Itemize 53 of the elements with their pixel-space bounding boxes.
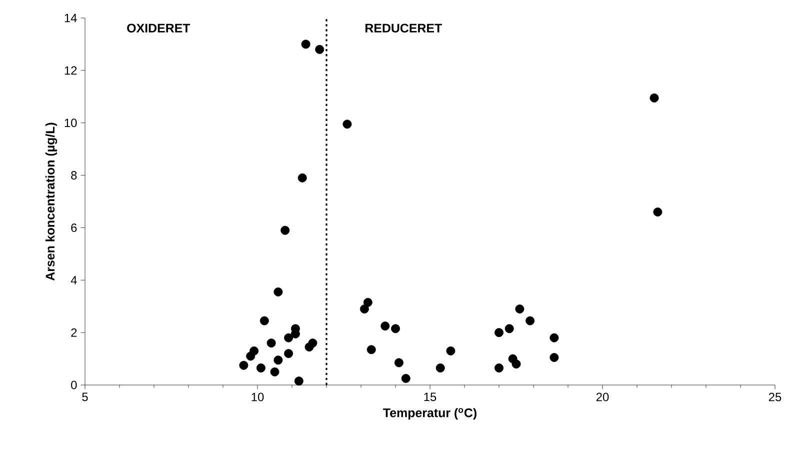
point	[294, 376, 304, 386]
point	[494, 363, 504, 372]
point	[366, 345, 376, 354]
point	[284, 333, 294, 342]
y-tick-label: 14	[64, 14, 77, 22]
point	[653, 208, 662, 216]
annotation: REDUCERET	[365, 24, 442, 33]
point	[260, 316, 269, 326]
x-tick-label: 25	[768, 392, 782, 402]
point	[270, 367, 280, 376]
point	[504, 324, 514, 334]
point	[526, 316, 535, 326]
point	[284, 349, 294, 358]
y-tick-label: 4	[70, 276, 77, 284]
y-tick-label: 6	[71, 223, 77, 232]
point	[550, 333, 559, 342]
point	[298, 173, 307, 182]
point	[274, 356, 283, 365]
point	[266, 338, 276, 348]
y-tick-label: 0	[71, 380, 77, 390]
point	[274, 287, 283, 296]
point	[391, 324, 400, 334]
point	[239, 360, 248, 370]
point	[250, 346, 259, 356]
y-tick-label: 10	[64, 118, 77, 128]
point	[436, 363, 445, 372]
y-axis-title: Arsen koncentration (µg/L)	[45, 122, 58, 281]
point	[394, 358, 404, 368]
point	[494, 328, 504, 338]
point	[363, 298, 372, 307]
point	[401, 374, 410, 383]
point	[308, 338, 318, 348]
annotation: OXIDERET	[127, 24, 190, 33]
x-tick-label: 20	[596, 392, 609, 402]
point	[256, 363, 266, 372]
x-tick-label: 15	[424, 392, 436, 402]
y-tick-label: 2	[71, 328, 77, 337]
point	[380, 322, 390, 330]
point	[360, 304, 369, 314]
point	[315, 44, 324, 54]
point	[515, 304, 524, 314]
point	[301, 40, 310, 49]
point	[550, 352, 559, 362]
x-tick-label: 5	[82, 392, 88, 402]
y-tick-label: 8	[71, 171, 77, 180]
point	[446, 346, 456, 356]
point	[280, 226, 290, 235]
point	[650, 93, 659, 102]
point	[512, 360, 521, 369]
x-tick-label: 10	[252, 392, 264, 402]
point	[342, 120, 352, 129]
y-tick-label: 12	[64, 66, 77, 75]
x-axis-title: Temperatur ($^{o}$C)	[383, 408, 476, 420]
